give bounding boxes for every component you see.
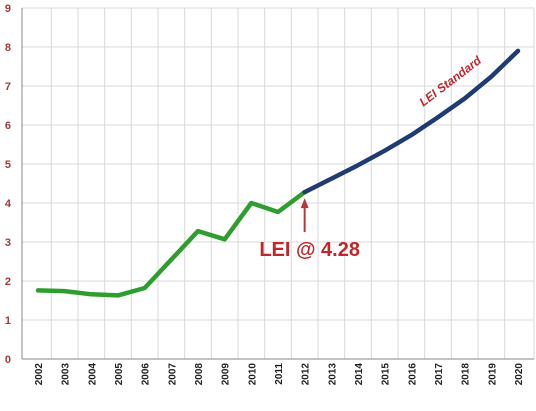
x-tick-label: 2013 bbox=[327, 363, 338, 386]
x-tick-label: 2004 bbox=[87, 363, 98, 386]
x-tick-label: 2020 bbox=[514, 363, 525, 386]
x-tick-label: 2002 bbox=[34, 363, 45, 386]
x-tick-label: 2018 bbox=[461, 363, 472, 386]
x-tick-label: 2006 bbox=[141, 363, 152, 386]
series-line-1 bbox=[35, 189, 307, 298]
y-tick-label: 3 bbox=[5, 237, 11, 249]
x-tick-label: 2014 bbox=[354, 363, 365, 386]
annotation-lei-value: LEI @ 4.28 bbox=[259, 239, 360, 261]
y-tick-label: 7 bbox=[5, 81, 11, 93]
series-line-2 bbox=[302, 48, 521, 195]
x-tick-label: 2009 bbox=[221, 363, 232, 386]
y-tick-label: 5 bbox=[5, 159, 11, 171]
x-tick-label: 2007 bbox=[167, 363, 178, 386]
y-tick-label: 9 bbox=[5, 3, 11, 15]
x-tick-label: 2003 bbox=[61, 363, 72, 386]
y-tick-label: 0 bbox=[5, 354, 11, 366]
series-lines bbox=[35, 48, 521, 298]
annotation-arrow-head bbox=[300, 198, 309, 209]
y-tick-label: 6 bbox=[5, 120, 11, 132]
x-tick-label: 2008 bbox=[194, 363, 205, 386]
x-tick-label: 2012 bbox=[301, 363, 312, 386]
y-tick-label: 2 bbox=[5, 276, 11, 288]
x-tick-label: 2016 bbox=[407, 363, 418, 386]
x-tick-label: 2010 bbox=[247, 363, 258, 386]
x-tick-label: 2019 bbox=[487, 363, 498, 386]
x-tick-label: 2017 bbox=[434, 363, 445, 386]
y-tick-label: 4 bbox=[5, 198, 12, 210]
y-axis-ticks: 0 1 2 3 4 5 6 7 8 9 bbox=[5, 3, 12, 366]
y-tick-label: 8 bbox=[5, 42, 11, 54]
x-tick-label: 2005 bbox=[114, 363, 125, 386]
y-tick-label: 1 bbox=[5, 315, 11, 327]
x-axis-ticks: 2002 2003 2004 2005 2006 2007 2008 2009 2010 2011… bbox=[34, 363, 525, 386]
gridlines bbox=[21, 7, 535, 360]
x-tick-label: 2015 bbox=[381, 363, 392, 386]
x-tick-label: 2011 bbox=[274, 363, 285, 385]
annotation-lei-standard: LEI Standard bbox=[417, 53, 485, 109]
